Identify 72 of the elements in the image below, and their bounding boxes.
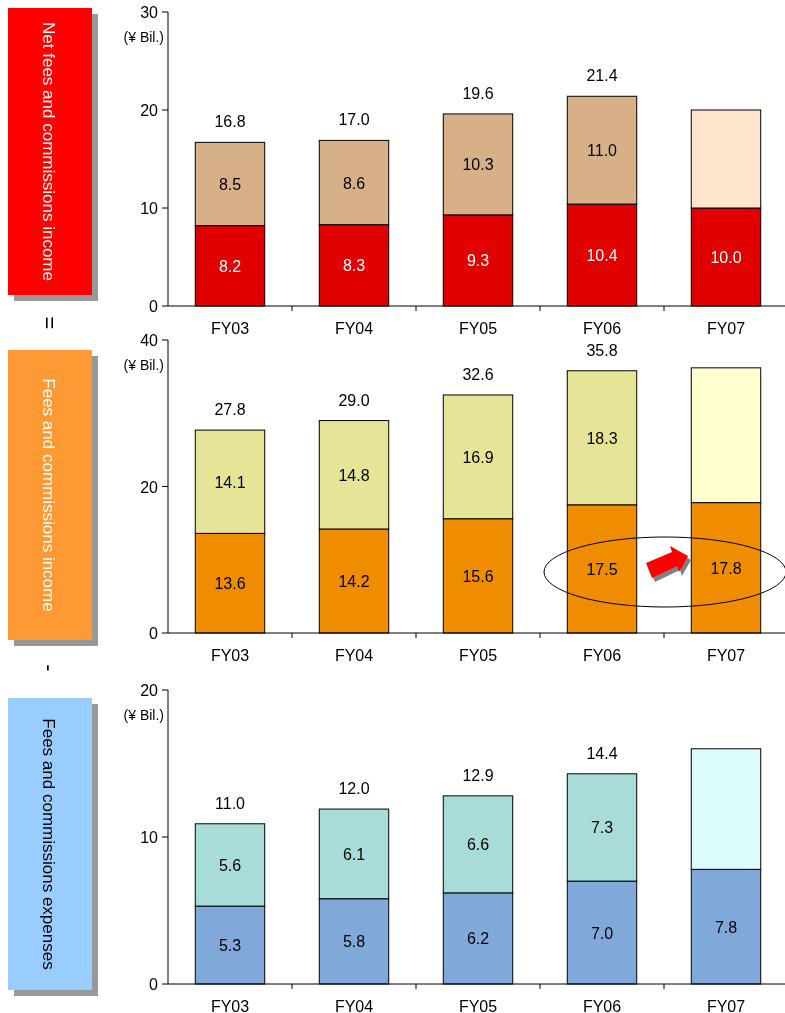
total-label: 11.0 bbox=[215, 794, 246, 812]
x-tick-label: FY03 bbox=[210, 998, 250, 1013]
total-label: 32.6 bbox=[462, 365, 494, 383]
data-label: 16.9 bbox=[462, 448, 494, 466]
data-label: 7.8 bbox=[714, 918, 738, 936]
total-label: 16.8 bbox=[214, 113, 246, 131]
data-label: 5.3 bbox=[218, 937, 242, 955]
total-label: 14.4 bbox=[586, 744, 618, 762]
total-label: 27.8 bbox=[214, 401, 246, 419]
y-tick-label: 10 bbox=[140, 200, 159, 217]
data-label: 5.8 bbox=[342, 933, 366, 951]
x-tick-label: FY05 bbox=[458, 998, 498, 1013]
x-tick-label: FY07 bbox=[706, 998, 746, 1013]
data-label: 10.3 bbox=[462, 156, 494, 174]
x-tick-label: FY06 bbox=[582, 647, 622, 664]
total-label: 12.0 bbox=[338, 780, 370, 798]
data-label: 17.5 bbox=[586, 560, 618, 578]
data-label: 15.6 bbox=[462, 567, 494, 585]
x-tick-label: FY04 bbox=[334, 998, 374, 1013]
data-label: 8.3 bbox=[342, 257, 366, 275]
data-label: 14.1 bbox=[214, 473, 246, 491]
data-label: 5.6 bbox=[218, 856, 242, 874]
data-label: 6.6 bbox=[466, 836, 490, 854]
total-label: 35.8 bbox=[586, 341, 618, 359]
text: = bbox=[37, 316, 62, 330]
y-axis-title: (¥ Bil.) bbox=[123, 29, 164, 45]
total-label: 12.9 bbox=[462, 766, 494, 784]
data-label: 17.8 bbox=[710, 559, 742, 577]
text: Fees and commissions expenses bbox=[39, 718, 58, 970]
x-tick-label: FY04 bbox=[334, 320, 374, 337]
data-label: 8.5 bbox=[218, 175, 242, 193]
x-tick-label: FY06 bbox=[582, 320, 622, 337]
total-label: 19.6 bbox=[462, 84, 494, 102]
data-label: 14.2 bbox=[338, 572, 370, 590]
y-tick-label: 30 bbox=[140, 4, 159, 21]
y-tick-label: 0 bbox=[149, 976, 159, 993]
data-label: 10.0 bbox=[710, 249, 742, 266]
x-tick-label: FY07 bbox=[706, 647, 746, 664]
x-tick-label: FY04 bbox=[334, 647, 374, 664]
y-axis-title: (¥ Bil.) bbox=[123, 707, 164, 723]
y-tick-label: 40 bbox=[140, 332, 159, 349]
data-label: 13.6 bbox=[214, 575, 246, 593]
x-tick-label: FY05 bbox=[458, 647, 498, 664]
y-axis-title: (¥ Bil.) bbox=[123, 357, 164, 373]
y-tick-label: 0 bbox=[149, 298, 159, 315]
data-label: 18.3 bbox=[586, 429, 618, 447]
data-label: 10.4 bbox=[586, 247, 618, 265]
text: Net fees and commissions income bbox=[39, 22, 58, 281]
data-label: 8.6 bbox=[342, 174, 366, 192]
total-label: 17.0 bbox=[338, 111, 370, 129]
y-tick-label: 20 bbox=[140, 478, 159, 496]
data-label: 11.0 bbox=[587, 142, 618, 160]
data-label: 9.3 bbox=[466, 252, 490, 270]
y-tick-label: 20 bbox=[140, 102, 159, 119]
data-label: 6.2 bbox=[466, 930, 490, 948]
data-label: 7.3 bbox=[590, 819, 614, 837]
x-tick-label: FY06 bbox=[582, 998, 622, 1013]
total-label: 29.0 bbox=[338, 391, 370, 409]
y-tick-label: 0 bbox=[149, 625, 159, 642]
x-tick-label: FY03 bbox=[210, 647, 250, 664]
total-label: 21.4 bbox=[586, 67, 618, 85]
y-tick-label: 20 bbox=[140, 682, 159, 699]
text: - bbox=[37, 664, 62, 672]
data-label: 8.2 bbox=[218, 257, 242, 275]
x-tick-label: FY03 bbox=[210, 320, 250, 337]
data-label: 14.8 bbox=[338, 466, 370, 484]
text: Fees and commissions income bbox=[39, 378, 58, 612]
x-tick-label: FY05 bbox=[458, 320, 498, 337]
x-tick-label: FY07 bbox=[706, 320, 746, 337]
data-label: 6.1 bbox=[342, 845, 366, 863]
y-tick-label: 10 bbox=[140, 829, 159, 846]
data-label: 7.0 bbox=[590, 924, 614, 942]
